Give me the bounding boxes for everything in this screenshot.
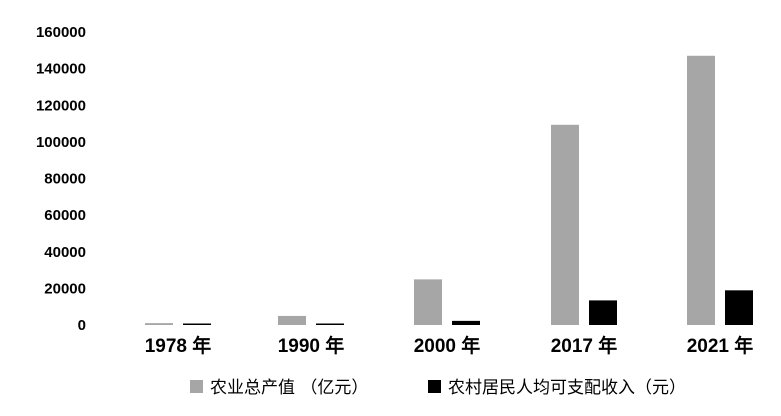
legend-swatch-1 [428, 380, 441, 393]
y-tick-label: 20000 [44, 280, 86, 297]
x-category-label: 2021 年 [687, 334, 754, 357]
agri-output-bar-1 [278, 315, 306, 325]
legend-swatch-0 [190, 380, 203, 393]
rural-income-bar-4 [725, 290, 753, 325]
agri-output-bar-3 [551, 124, 579, 326]
y-tick-label: 140000 [36, 61, 86, 78]
rural-income-bar-2 [452, 320, 480, 325]
rural-income-bar-3 [589, 300, 617, 325]
rural-income-bar-0 [183, 323, 211, 325]
y-tick-label: 160000 [36, 24, 86, 41]
x-category-label: 1990 年 [278, 334, 345, 357]
agri-output-bar-0 [145, 323, 173, 325]
y-tick-label: 80000 [44, 171, 86, 188]
y-tick-label: 120000 [36, 97, 86, 114]
y-tick-label: 0 [78, 317, 86, 334]
agri-output-bar-2 [414, 279, 442, 325]
bars [145, 55, 753, 326]
legend-label-0: 农业总产值 （亿元） [210, 378, 368, 398]
legend-label-1: 农村居民人均可支配收入（元） [448, 378, 686, 398]
y-axis-ticks: 0 20000 40000 60000 80000 100000 120000 140000 1… [36, 24, 86, 334]
rural-income-bar-1 [316, 323, 344, 325]
agri-output-bar-4 [687, 55, 715, 326]
x-category-label: 1978 年 [145, 334, 212, 357]
y-tick-label: 60000 [44, 207, 86, 224]
x-category-label: 2017 年 [551, 334, 618, 357]
y-tick-label: 100000 [36, 134, 86, 151]
x-category-label: 2000 年 [414, 334, 481, 357]
legend: 农业总产值 （亿元） 农村居民人均可支配收入（元） [190, 378, 686, 398]
x-axis-labels: 1978 年 1990 年 2000 年 2017 年 2021 年 [145, 334, 754, 357]
y-tick-label: 40000 [44, 244, 86, 261]
